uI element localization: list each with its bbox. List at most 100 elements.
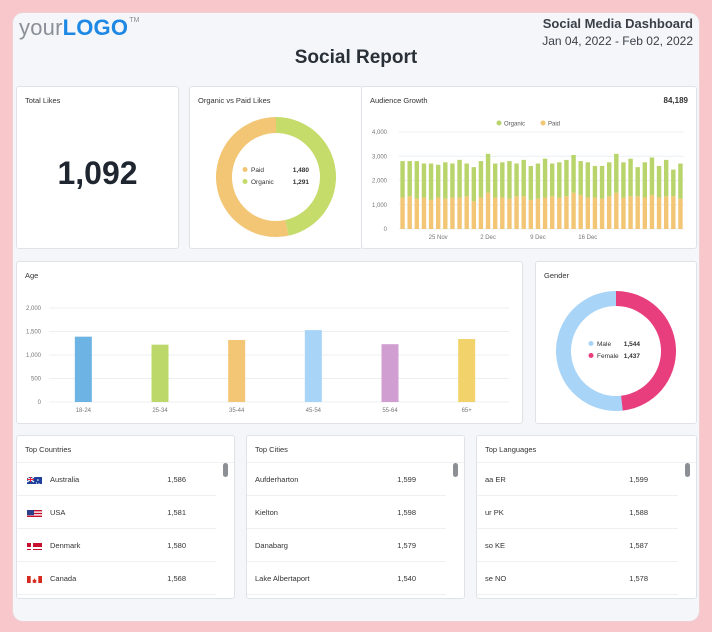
x-tick-label: 9 Dec	[530, 235, 546, 241]
list-item[interactable]: Aufderharton 1,599	[247, 463, 446, 496]
dashboard-frame: yourLOGOTM Social Media Dashboard Jan 04…	[13, 13, 699, 621]
bar-organic	[592, 165, 598, 198]
country-name: Canada	[50, 574, 77, 583]
bar-organic	[471, 167, 477, 202]
bar-paid	[407, 196, 412, 229]
list-item[interactable]: aa ER 1,599	[477, 463, 678, 496]
list-item[interactable]: Denmark 1,580	[17, 529, 216, 562]
donut-slice-organic	[276, 117, 336, 236]
bar-organic	[514, 163, 519, 197]
total-likes-value: 1,092	[57, 155, 138, 191]
bar-organic	[428, 163, 434, 200]
age-title: Age	[25, 271, 39, 280]
top-cities-title: Top Cities	[255, 445, 288, 454]
bar-organic	[635, 167, 640, 197]
x-tick-label: 35-44	[229, 408, 245, 414]
bar-organic	[478, 161, 484, 198]
bar-paid	[435, 197, 441, 229]
age-bar-18-24	[74, 336, 92, 402]
bar-organic	[421, 163, 427, 198]
country-value: 1,568	[167, 574, 186, 583]
bar-paid	[471, 201, 477, 229]
top-countries-title: Top Countries	[25, 445, 72, 454]
top-languages-card: Top Languages aa ER 1,599 ur PK 1,588 so…	[476, 435, 697, 599]
bar-organic	[542, 158, 548, 198]
bar-paid	[663, 196, 669, 229]
y-tick-label: 500	[31, 377, 42, 383]
language-value: 1,599	[629, 475, 648, 484]
bar-paid	[421, 197, 427, 229]
scrollbar-thumb[interactable]	[685, 463, 690, 477]
usa-flag-icon	[27, 507, 42, 517]
country-name: Australia	[50, 475, 80, 484]
bar-paid	[535, 198, 541, 229]
city-value: 1,599	[397, 475, 416, 484]
bar-organic	[407, 161, 412, 197]
bar-organic	[557, 162, 562, 198]
bar-paid	[678, 198, 683, 229]
audience-growth-chart: 0 1,000 2,000 3,000 4,000 Organic Paid 25 Nov 2 …	[372, 120, 684, 241]
y-tick-label: 1,000	[372, 203, 388, 209]
legend-value: 1,544	[624, 341, 641, 348]
bar-paid	[450, 197, 455, 229]
bar-paid	[571, 192, 576, 229]
list-item[interactable]: Danabarg 1,579	[247, 529, 446, 562]
top-cities-card: Top Cities Aufderharton 1,599 Kielton 1,…	[246, 435, 465, 599]
list-item[interactable]: Canada 1,568	[17, 562, 216, 595]
bar-organic	[528, 165, 534, 200]
top-countries-card: Top Countries Australia 1,586 USA 1,581 …	[16, 435, 235, 599]
bar-organic	[492, 163, 498, 198]
bar-organic	[443, 162, 448, 199]
bar-paid	[549, 196, 555, 229]
bar-paid	[642, 197, 648, 229]
list-item[interactable]: se NO 1,578	[477, 562, 678, 595]
bar-paid	[457, 197, 462, 229]
y-tick-label: 2,000	[372, 179, 388, 185]
legend-label: Paid	[548, 122, 560, 128]
scrollbar-thumb[interactable]	[223, 463, 228, 477]
bar-organic	[485, 153, 491, 193]
bar-organic	[464, 163, 469, 197]
legend-label: Organic	[504, 122, 525, 128]
x-tick-label: 25 Nov	[429, 235, 448, 241]
language-value: 1,587	[629, 541, 648, 550]
bar-paid	[400, 197, 405, 229]
list-item[interactable]: USA 1,581	[17, 496, 216, 529]
city-value: 1,540	[397, 574, 416, 583]
bar-organic	[535, 163, 541, 199]
bar-organic	[642, 162, 648, 198]
x-tick-label: 55-64	[382, 408, 398, 414]
bar-organic	[606, 162, 612, 197]
y-tick-label: 4,000	[372, 130, 388, 136]
bar-organic	[621, 162, 626, 198]
list-item[interactable]: ur PK 1,588	[477, 496, 678, 529]
legend-marker	[540, 120, 546, 126]
organic-vs-paid-title: Organic vs Paid Likes	[198, 96, 271, 105]
donut-slice-male	[556, 291, 623, 411]
city-name: Danabarg	[255, 541, 288, 550]
bar-paid	[443, 198, 448, 229]
age-bar-65+	[458, 339, 476, 402]
list-item[interactable]: Lake Albertaport 1,540	[247, 562, 446, 595]
bar-paid	[414, 198, 420, 229]
country-value: 1,586	[167, 475, 186, 484]
bar-organic	[457, 159, 462, 198]
bar-paid	[500, 197, 505, 229]
x-tick-label: 16 Dec	[578, 235, 597, 241]
city-name: Aufderharton	[255, 475, 299, 484]
company-logo: yourLOGOTM	[19, 15, 140, 40]
language-name: so KE	[485, 541, 506, 550]
denmark-flag-icon	[27, 540, 42, 550]
list-item[interactable]: so KE 1,587	[477, 529, 678, 562]
list-item[interactable]: Kielton 1,598	[247, 496, 446, 529]
scrollbar-thumb[interactable]	[453, 463, 458, 477]
bar-paid	[585, 197, 591, 229]
y-tick-label: 0	[384, 227, 388, 233]
bar-organic	[614, 153, 619, 193]
bar-organic	[414, 161, 420, 199]
list-item[interactable]: Australia 1,586	[17, 463, 216, 496]
audience-growth-total: 84,189	[663, 96, 688, 105]
bar-organic	[656, 165, 662, 198]
dashboard-title: Social Media Dashboard	[542, 16, 693, 31]
language-name: aa ER	[485, 475, 506, 484]
